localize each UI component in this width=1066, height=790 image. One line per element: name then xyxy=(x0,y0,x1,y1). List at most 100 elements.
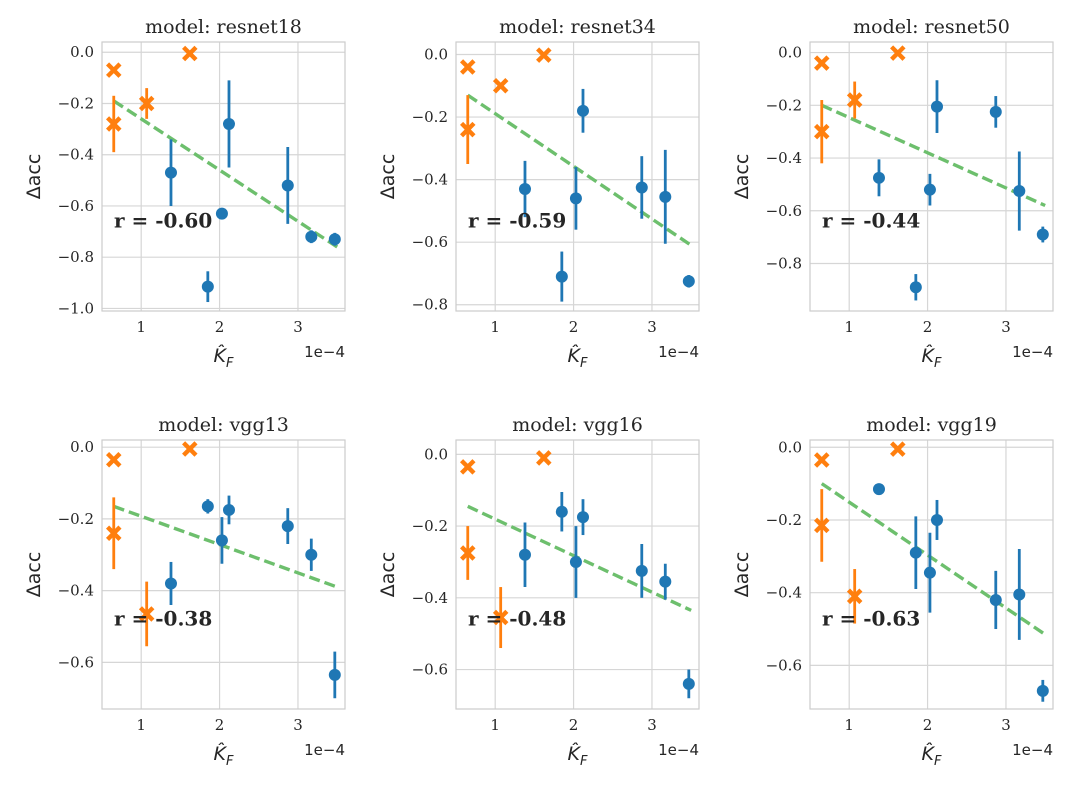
chart-1-circle-point-4-marker xyxy=(223,118,235,130)
chart-5-circle-point-7-marker xyxy=(683,678,695,690)
chart-4-xtick-label-2: 3 xyxy=(293,716,303,734)
chart-2-circle-point-7 xyxy=(683,275,695,288)
chart-5-circle-point-3-marker xyxy=(570,556,582,568)
chart-4-circle-point-5-marker xyxy=(282,520,294,532)
chart-1-x-marker-point-4-marker xyxy=(184,47,196,59)
chart-5-circle-point-3 xyxy=(570,526,582,598)
chart-5-x-marker-point-4-marker xyxy=(538,452,550,464)
chart-3-xtick-label-0: 1 xyxy=(844,318,854,336)
chart-5-ytick-label-0: 0.0 xyxy=(424,445,448,463)
chart-6-circle-point-3 xyxy=(924,533,936,613)
chart-5-r-label: r = -0.48 xyxy=(468,607,566,631)
chart-2-circle-point-2-marker xyxy=(556,271,568,283)
chart-2-ytick-label-1: −0.2 xyxy=(412,108,448,126)
chart-2-x-marker-point-3 xyxy=(494,80,506,92)
chart-2-ytick-label-3: −0.6 xyxy=(412,233,448,251)
chart-6-circle-point-6 xyxy=(1013,549,1025,640)
chart-2-circle-point-7-marker xyxy=(683,275,695,287)
chart-1-xtick-label-2: 3 xyxy=(293,318,303,336)
chart-4-x-marker-point-4-marker xyxy=(184,443,196,455)
chart-5-xtick-label-0: 1 xyxy=(490,716,500,734)
chart-2-x-marker-point-1-marker xyxy=(462,61,474,73)
chart-2-x-marker-point-2 xyxy=(462,95,474,164)
chart-6-circle-point-1 xyxy=(873,483,885,495)
chart-3-circle-point-5-marker xyxy=(990,106,1002,118)
chart-6-r-label: r = -0.63 xyxy=(822,607,920,631)
chart-5-circle-point-7 xyxy=(683,670,695,699)
chart-3-circle-point-6-marker xyxy=(1013,185,1025,197)
chart-5-circle-point-6-marker xyxy=(659,576,671,588)
chart-5-x-marker-point-4 xyxy=(538,452,550,464)
chart-1-circle-point-1 xyxy=(165,139,177,206)
chart-3-circle-point-3 xyxy=(924,174,936,206)
chart-1-circle-point-5-marker xyxy=(282,179,294,191)
chart-4-panel: model: vgg131 2 30.0−0.2−0.4−0.6ΔaccK̂F1e−… xyxy=(23,414,345,769)
chart-4-x-marker-point-4 xyxy=(184,443,196,455)
figure: model: resnet181 2 30.0−0.2−0.4−0.6−0.8−1.… xyxy=(0,0,1066,790)
chart-6-x-marker-point-1 xyxy=(816,454,828,466)
chart-3-circle-point-1 xyxy=(873,159,885,196)
chart-1-ytick-label-0: 0.0 xyxy=(70,43,94,61)
chart-6-ylabel: Δacc xyxy=(731,552,753,598)
chart-4-circle-point-6 xyxy=(305,539,317,571)
chart-4-ytick-label-1: −0.2 xyxy=(58,510,94,528)
chart-1-circle-point-2 xyxy=(202,271,214,302)
chart-4-xlabel: K̂F xyxy=(214,743,234,769)
chart-6-circle-point-2-marker xyxy=(910,547,922,559)
chart-6-circle-point-7-marker xyxy=(1037,685,1049,697)
chart-4-ylabel: Δacc xyxy=(23,552,45,598)
chart-2-xtick-label-1: 2 xyxy=(569,318,579,336)
chart-4-circle-point-4 xyxy=(223,496,235,525)
chart-2-title: model: resnet34 xyxy=(499,16,656,38)
chart-1-x-offset: 1e−4 xyxy=(304,343,345,361)
chart-1-ylabel: Δacc xyxy=(23,154,45,200)
chart-6-ytick-label-2: −0.4 xyxy=(766,584,802,602)
chart-1-title: model: resnet18 xyxy=(145,16,302,38)
chart-3-circle-point-4-marker xyxy=(931,101,943,113)
chart-5-x-marker-point-1 xyxy=(462,461,474,473)
chart-1-x-marker-point-1 xyxy=(108,64,120,76)
chart-4-circle-point-1 xyxy=(165,562,177,605)
chart-2-circle-point-4-marker xyxy=(577,105,589,117)
chart-4-title: model: vgg13 xyxy=(158,414,289,436)
chart-2-xtick-label-2: 3 xyxy=(647,318,657,336)
chart-3-circle-point-7 xyxy=(1037,227,1049,243)
chart-5-title: model: vgg16 xyxy=(512,414,643,436)
chart-1-x-marker-point-4 xyxy=(184,47,196,59)
chart-2-ytick-label-2: −0.4 xyxy=(412,171,448,189)
chart-2-panel: model: resnet341 2 30.0−0.2−0.4−0.6−0.8Δac… xyxy=(377,16,699,371)
chart-1-xtick-label-1: 2 xyxy=(215,318,225,336)
chart-3-xtick-label-2: 3 xyxy=(1001,318,1011,336)
chart-4-ytick-label-0: 0.0 xyxy=(70,438,94,456)
chart-4-xtick-label-1: 2 xyxy=(215,716,225,734)
chart-6-circle-point-7 xyxy=(1037,680,1049,702)
chart-3-ytick-label-0: 0.0 xyxy=(778,44,802,62)
chart-3-x-marker-point-2 xyxy=(816,100,828,163)
chart-1-xlabel: K̂F xyxy=(214,345,234,371)
chart-1-ytick-label-4: −0.8 xyxy=(58,248,94,266)
chart-4-x-offset: 1e−4 xyxy=(304,741,345,759)
chart-6-circle-point-6-marker xyxy=(1013,588,1025,600)
chart-6-x-marker-point-2 xyxy=(816,489,828,562)
chart-2-ytick-label-0: 0.0 xyxy=(424,46,448,64)
chart-4-ytick-label-2: −0.4 xyxy=(58,582,94,600)
chart-1-panel: model: resnet181 2 30.0−0.2−0.4−0.6−0.8−1.… xyxy=(23,16,345,371)
chart-6-xtick-label-2: 3 xyxy=(1001,716,1011,734)
chart-5-xlabel-sub: F xyxy=(580,754,588,769)
chart-2-circle-point-1-marker xyxy=(519,183,531,195)
chart-5-x-offset: 1e−4 xyxy=(658,741,699,759)
chart-6-panel: model: vgg191 2 30.0−0.2−0.4−0.6ΔaccK̂F1e−… xyxy=(731,414,1053,769)
chart-1-circle-point-2-marker xyxy=(202,281,214,293)
chart-1-ytick-label-3: −0.6 xyxy=(58,197,94,215)
chart-3-circle-point-2 xyxy=(910,274,922,300)
chart-5-circle-point-5-marker xyxy=(636,565,648,577)
chart-6-x-marker-point-4-marker xyxy=(892,443,904,455)
chart-5-panel: model: vgg16 1 2 3 0.0 −0.2 −0.4 −0.6 Δacc K̂F 1e−… xyxy=(377,414,699,769)
chart-3-circle-point-3-marker xyxy=(924,184,936,196)
chart-3-x-offset: 1e−4 xyxy=(1012,343,1053,361)
chart-2-frame xyxy=(456,42,699,311)
chart-5-frame xyxy=(456,440,699,709)
chart-6-circle-point-4-marker xyxy=(931,514,943,526)
chart-6-xlabel-sub: F xyxy=(934,754,942,769)
chart-4-circle-point-3 xyxy=(216,517,228,564)
